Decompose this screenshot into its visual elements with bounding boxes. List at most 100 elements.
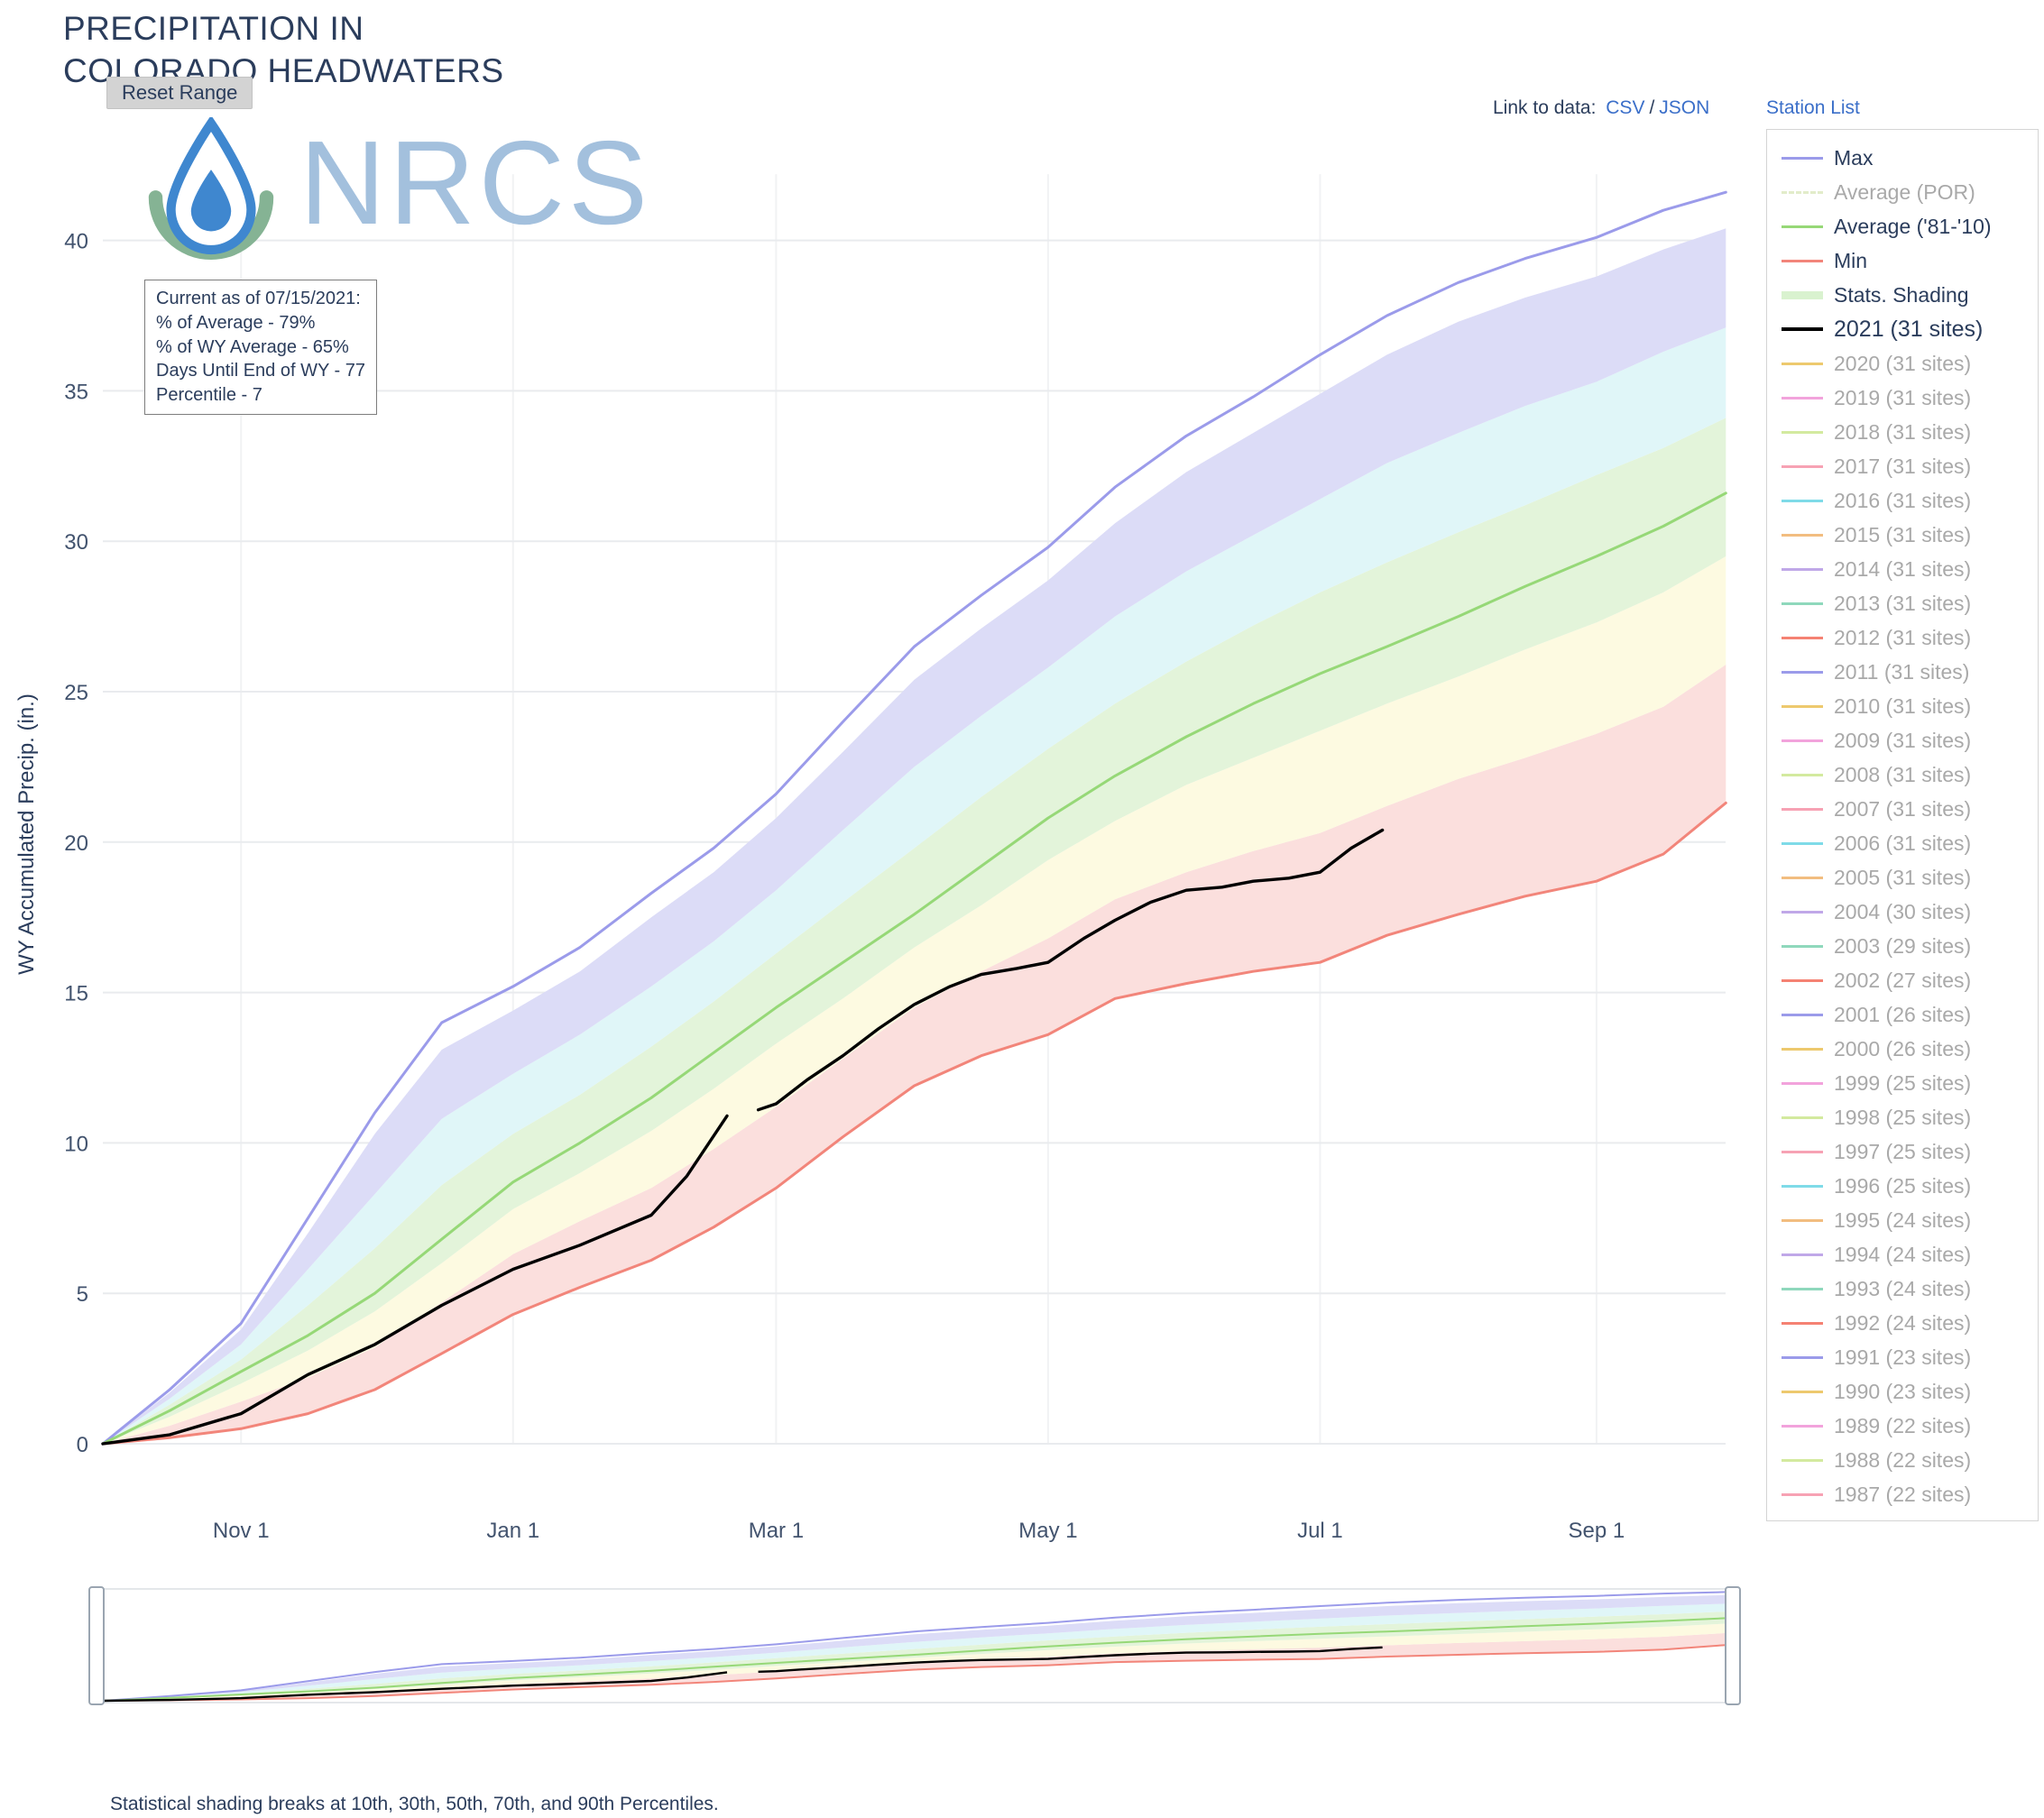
legend-line-sample [1782,1047,1823,1051]
legend-item-2014-31-sites[interactable]: 2014 (31 sites) [1767,552,2038,586]
legend-line-sample [1782,396,1823,399]
legend-item-2017-31-sites[interactable]: 2017 (31 sites) [1767,449,2038,483]
legend-item-1994-24-sites[interactable]: 1994 (24 sites) [1767,1237,2038,1272]
legend-item-label: Max [1834,145,1874,170]
legend-item-1996-25-sites[interactable]: 1996 (25 sites) [1767,1169,2038,1203]
legend-item-1995-24-sites[interactable]: 1995 (24 sites) [1767,1203,2038,1237]
legend-item-2007-31-sites[interactable]: 2007 (31 sites) [1767,792,2038,826]
legend-item-1989-22-sites[interactable]: 1989 (22 sites) [1767,1409,2038,1443]
series-line-max [101,190,1727,1446]
legend-line-sample [1782,1116,1823,1119]
legend-item-2000-26-sites[interactable]: 2000 (26 sites) [1767,1032,2038,1066]
legend-item-average-81-10[interactable]: Average ('81-'10) [1767,209,2038,243]
legend-item-1992-24-sites[interactable]: 1992 (24 sites) [1767,1306,2038,1340]
legend-item-label: 2020 (31 sites) [1834,351,1972,375]
legend-line-sample [1782,739,1823,742]
legend-line-sample [1782,190,1823,194]
legend-item-2003-29-sites[interactable]: 2003 (29 sites) [1767,929,2038,963]
legend-item-2019-31-sites[interactable]: 2019 (31 sites) [1767,381,2038,415]
legend-item-2016-31-sites[interactable]: 2016 (31 sites) [1767,483,2038,518]
legend-line-sample [1782,1390,1823,1393]
legend-line-sample [1782,636,1823,639]
main-plot: 0 5 10 15 20 25 30 35 40 Nov 1 Jan 1 Mar 1 May 1 Jul … [64,174,1727,1543]
rangeslider[interactable] [88,1586,1741,1705]
json-link[interactable]: JSON [1659,97,1710,118]
legend-item-2008-31-sites[interactable]: 2008 (31 sites) [1767,758,2038,792]
link-separator: / [1649,97,1655,118]
legend-item-label: 2012 (31 sites) [1834,625,1972,649]
legend-item-2009-31-sites[interactable]: 2009 (31 sites) [1767,723,2038,758]
legend-line-sample [1782,225,1823,228]
y-tick-label: 25 [64,681,88,705]
legend-item-max[interactable]: Max [1767,141,2038,175]
legend-item-2013-31-sites[interactable]: 2013 (31 sites) [1767,586,2038,620]
legend-item-2005-31-sites[interactable]: 2005 (31 sites) [1767,860,2038,895]
legend-item-label: 1988 (22 sites) [1834,1447,1972,1472]
stats-shading-band-min-10th [103,665,1726,1444]
current-year-line-segment-1 [101,1114,729,1446]
legend-line-sample [1782,1184,1823,1188]
csv-link[interactable]: CSV [1606,97,1645,118]
legend-line-sample [1782,499,1823,502]
legend-item-stats-shading[interactable]: Stats. Shading [1767,278,2038,312]
legend-item-1997-25-sites[interactable]: 1997 (25 sites) [1767,1134,2038,1169]
legend-line-sample [1782,1150,1823,1153]
legend-item-2021-31-sites[interactable]: 2021 (31 sites) [1767,312,2038,346]
legend-item-2015-31-sites[interactable]: 2015 (31 sites) [1767,518,2038,552]
legend-item-2004-30-sites[interactable]: 2004 (30 sites) [1767,895,2038,929]
legend-item-label: 2006 (31 sites) [1834,831,1972,855]
legend-item-label: 2003 (29 sites) [1834,933,1972,958]
legend-item-1987-22-sites[interactable]: 1987 (22 sites) [1767,1477,2038,1511]
legend-item-2018-31-sites[interactable]: 2018 (31 sites) [1767,415,2038,449]
stats-shading-band-70th-90th [103,228,1726,1444]
legend-item-1991-23-sites[interactable]: 1991 (23 sites) [1767,1340,2038,1374]
legend-line-sample [1782,156,1823,160]
legend-line-sample [1782,1081,1823,1085]
legend-line-sample [1782,1218,1823,1222]
stats-shading-band-10th-30th [103,556,1726,1444]
legend-item-1988-22-sites[interactable]: 1988 (22 sites) [1767,1443,2038,1477]
x-tick-label: May 1 [1018,1519,1077,1543]
legend-item-2010-31-sites[interactable]: 2010 (31 sites) [1767,689,2038,723]
legend-item-2006-31-sites[interactable]: 2006 (31 sites) [1767,826,2038,860]
reset-range-button[interactable]: Reset Range [106,77,253,109]
legend-item-label: 1993 (24 sites) [1834,1276,1972,1300]
legend-item-2012-31-sites[interactable]: 2012 (31 sites) [1767,620,2038,655]
legend-line-sample [1782,601,1823,605]
legend-line-sample [1782,910,1823,914]
legend-item-2011-31-sites[interactable]: 2011 (31 sites) [1767,655,2038,689]
station-list-link[interactable]: Station List [1766,97,1860,118]
current-year-line-segment-2 [756,828,1385,1112]
legend-line-sample [1782,1424,1823,1428]
legend-item-2020-31-sites[interactable]: 2020 (31 sites) [1767,346,2038,381]
rangeslider-handle-left[interactable] [88,1586,105,1705]
current-status-box: Current as of 07/15/2021: % of Average -… [144,280,377,415]
legend-item-1993-24-sites[interactable]: 1993 (24 sites) [1767,1272,2038,1306]
rangeslider-handle-right[interactable] [1725,1586,1741,1705]
legend-line-sample [1782,944,1823,948]
legend-item-label: 2015 (31 sites) [1834,522,1972,546]
legend-item-label: 2004 (30 sites) [1834,899,1972,923]
legend-item-2001-26-sites[interactable]: 2001 (26 sites) [1767,997,2038,1032]
x-tick-label: Mar 1 [749,1519,804,1543]
legend-line-sample [1782,807,1823,811]
legend-item-label: 1989 (22 sites) [1834,1413,1972,1437]
legend-item-1998-25-sites[interactable]: 1998 (25 sites) [1767,1100,2038,1134]
legend-line-sample [1782,1287,1823,1290]
legend-item-label: 1998 (25 sites) [1834,1105,1972,1129]
data-links: Link to data: CSV / JSON [1493,97,1714,119]
legend-item-min[interactable]: Min [1767,243,2038,278]
legend-item-label: 1994 (24 sites) [1834,1242,1972,1266]
legend-item-1990-23-sites[interactable]: 1990 (23 sites) [1767,1374,2038,1409]
rangeslider-series-line [102,1644,1726,1702]
y-axis-label: WY Accumulated Precip. (in.) [14,693,39,975]
legend-item-2002-27-sites[interactable]: 2002 (27 sites) [1767,963,2038,997]
rangeslider-band [103,1603,1726,1701]
legend-item-average-por[interactable]: Average (POR) [1767,175,2038,209]
legend-item-1999-25-sites[interactable]: 1999 (25 sites) [1767,1066,2038,1100]
x-tick-label: Jan 1 [486,1519,539,1543]
legend-item-label: 1992 (24 sites) [1834,1310,1972,1335]
legend-item-label: 2009 (31 sites) [1834,728,1972,752]
